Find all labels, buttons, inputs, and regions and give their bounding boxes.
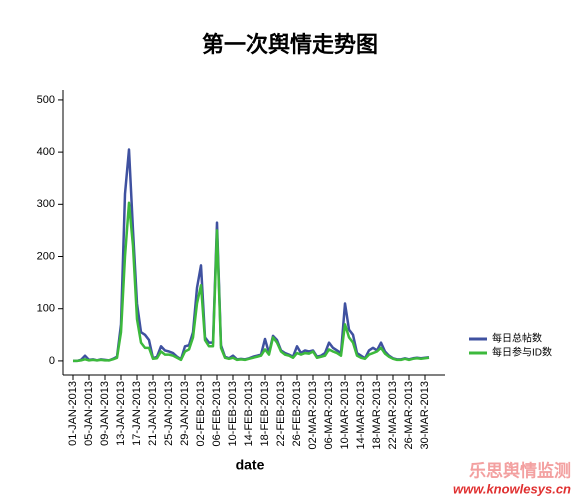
- x-tick-label: 17-JAN-2013: [131, 381, 143, 446]
- x-tick-label: 10-MAR-2013: [339, 381, 351, 449]
- x-tick-label: 02-FEB-2013: [195, 381, 207, 446]
- watermark: 乐思舆情监测: [469, 460, 571, 480]
- x-tick-label: 14-FEB-2013: [243, 381, 255, 446]
- x-tick-label: 05-JAN-2013: [83, 381, 95, 446]
- legend-label: 每日参与ID数: [492, 346, 552, 359]
- x-tick-label: 09-JAN-2013: [99, 381, 111, 446]
- chart-title: 第一次舆情走势图: [202, 32, 378, 58]
- x-tick-label: 22-FEB-2013: [275, 381, 287, 446]
- y-tick-label: 200: [37, 250, 55, 262]
- y-tick-label: 500: [37, 94, 55, 106]
- x-tick-label: 25-JAN-2013: [163, 381, 175, 446]
- y-tick-label: 400: [37, 146, 55, 158]
- series-line: [73, 201, 430, 363]
- x-tick-label: 02-MAR-2013: [307, 381, 319, 449]
- legend-label: 每日总帖数: [492, 332, 542, 345]
- x-tick-label: 18-MAR-2013: [371, 381, 383, 449]
- x-tick-label: 01-JAN-2013: [67, 381, 79, 446]
- x-tick-label: 13-JAN-2013: [115, 381, 127, 446]
- x-tick-label: 06-MAR-2013: [323, 381, 335, 449]
- x-tick-label: 30-MAR-2013: [419, 381, 431, 449]
- y-tick-label: 0: [49, 355, 55, 367]
- y-tick-label: 300: [37, 198, 55, 210]
- x-tick-label: 10-FEB-2013: [227, 381, 239, 446]
- x-tick-label: 18-FEB-2013: [259, 381, 271, 446]
- x-tick-label: 29-JAN-2013: [179, 381, 191, 446]
- x-tick-label: 06-FEB-2013: [211, 381, 223, 446]
- watermark: www.knowlesys.cn: [453, 481, 571, 496]
- x-axis-title: date: [236, 457, 265, 473]
- x-tick-label: 21-JAN-2013: [147, 381, 159, 446]
- x-tick-label: 26-MAR-2013: [403, 381, 415, 449]
- x-tick-label: 14-MAR-2013: [355, 381, 367, 449]
- series-line: [73, 148, 430, 363]
- y-tick-label: 100: [37, 303, 55, 315]
- x-tick-label: 22-MAR-2013: [387, 381, 399, 449]
- x-tick-label: 26-FEB-2013: [291, 381, 303, 446]
